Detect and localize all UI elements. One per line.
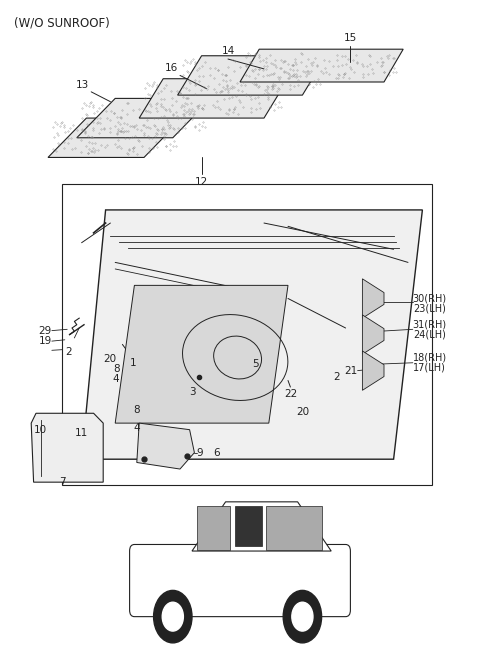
Polygon shape — [362, 315, 384, 354]
Polygon shape — [266, 506, 322, 550]
Polygon shape — [240, 49, 403, 82]
Text: 24(LH): 24(LH) — [413, 329, 445, 340]
Text: 1: 1 — [130, 358, 136, 367]
Polygon shape — [115, 285, 288, 423]
Text: 13: 13 — [75, 80, 89, 90]
Text: 29: 29 — [38, 325, 52, 336]
Polygon shape — [362, 351, 384, 390]
Text: 2: 2 — [334, 372, 340, 382]
Polygon shape — [197, 506, 230, 550]
Text: 4: 4 — [113, 374, 120, 384]
Text: 10: 10 — [34, 424, 48, 435]
Text: 12: 12 — [195, 177, 208, 187]
Text: 20: 20 — [296, 407, 309, 417]
Text: 16: 16 — [164, 64, 178, 73]
Text: 19: 19 — [38, 336, 52, 346]
Text: 8: 8 — [113, 364, 120, 375]
Text: 2: 2 — [65, 346, 72, 357]
Text: 7: 7 — [59, 477, 66, 487]
Circle shape — [162, 602, 183, 631]
Polygon shape — [48, 118, 182, 157]
Circle shape — [283, 590, 322, 643]
Text: 17(LH): 17(LH) — [413, 362, 445, 373]
Text: 20: 20 — [103, 354, 116, 365]
Circle shape — [292, 602, 313, 631]
Text: 3: 3 — [189, 387, 195, 397]
Bar — [62, 184, 432, 485]
Polygon shape — [77, 98, 211, 138]
Polygon shape — [192, 502, 331, 551]
Polygon shape — [31, 413, 103, 482]
Polygon shape — [137, 423, 194, 469]
Text: 11: 11 — [75, 428, 88, 438]
Circle shape — [154, 590, 192, 643]
Text: 9: 9 — [197, 447, 204, 458]
Polygon shape — [362, 279, 384, 318]
Text: (W/O SUNROOF): (W/O SUNROOF) — [14, 16, 110, 30]
Text: 18(RH): 18(RH) — [413, 352, 447, 363]
Text: 14: 14 — [221, 46, 235, 56]
Polygon shape — [82, 210, 422, 459]
Text: 5: 5 — [252, 359, 259, 369]
Text: 21: 21 — [344, 365, 358, 376]
Text: 8: 8 — [133, 405, 140, 415]
Text: 22: 22 — [284, 389, 297, 399]
Text: 15: 15 — [344, 33, 357, 43]
Polygon shape — [139, 79, 288, 118]
Text: 31(RH): 31(RH) — [413, 319, 447, 330]
Polygon shape — [235, 506, 262, 546]
Text: 4: 4 — [133, 423, 140, 433]
Polygon shape — [178, 56, 326, 95]
Text: 23(LH): 23(LH) — [413, 303, 445, 314]
Text: 30(RH): 30(RH) — [413, 293, 447, 304]
FancyBboxPatch shape — [130, 544, 350, 617]
Text: 6: 6 — [214, 447, 220, 458]
